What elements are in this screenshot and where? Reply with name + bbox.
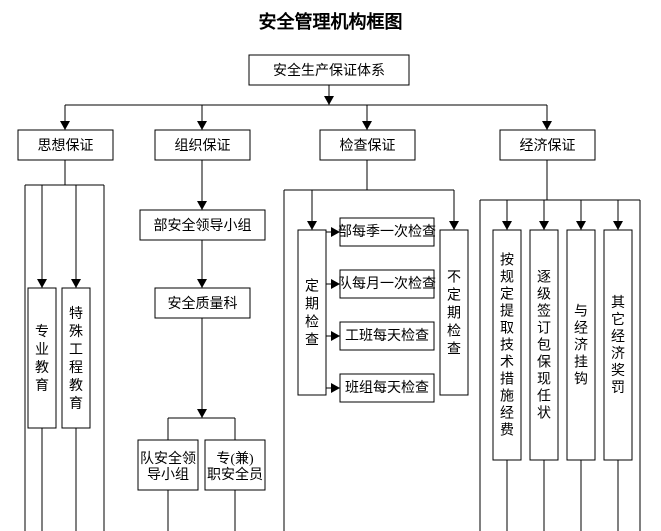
node-cat4: 经济保证 xyxy=(500,130,595,160)
svg-text:保: 保 xyxy=(537,355,551,371)
svg-text:挂: 挂 xyxy=(574,355,588,371)
svg-text:规: 规 xyxy=(500,270,514,286)
node-s1b: 特殊工程教育 xyxy=(62,288,90,428)
svg-text:查: 查 xyxy=(447,342,461,358)
svg-text:与: 与 xyxy=(574,304,588,320)
svg-text:不: 不 xyxy=(447,271,461,286)
svg-text:罚: 罚 xyxy=(611,381,625,396)
svg-text:技: 技 xyxy=(500,338,514,354)
svg-text:班组每天检查: 班组每天检查 xyxy=(345,380,429,396)
node-eco2: 逐级签订包保现任状 xyxy=(530,230,558,460)
node-s1a: 专业教育 xyxy=(28,288,56,428)
node-chk2: 队每月一次检查 xyxy=(338,270,436,298)
svg-text:济: 济 xyxy=(611,346,625,362)
svg-text:组织保证: 组织保证 xyxy=(175,138,231,154)
svg-text:定: 定 xyxy=(447,288,461,304)
svg-text:程: 程 xyxy=(69,360,83,376)
node-eco1: 按规定提取技术措施经费 xyxy=(493,230,521,460)
svg-text:经: 经 xyxy=(611,329,625,345)
svg-text:包: 包 xyxy=(537,338,551,354)
svg-text:职安全员: 职安全员 xyxy=(207,466,263,483)
svg-text:思想保证: 思想保证 xyxy=(38,138,94,154)
svg-text:术: 术 xyxy=(500,355,514,371)
node-chk1: 部每季一次检查 xyxy=(338,218,436,246)
node-chk3: 工班每天检查 xyxy=(340,322,434,350)
node-org3a: 队安全领导小组 xyxy=(138,440,198,490)
svg-text:安全生产保证体系: 安全生产保证体系 xyxy=(273,62,385,79)
svg-text:济: 济 xyxy=(574,338,588,354)
svg-text:业: 业 xyxy=(35,342,49,358)
svg-text:特: 特 xyxy=(69,306,83,322)
node-org1: 部安全领导小组 xyxy=(140,210,265,240)
svg-text:钩: 钩 xyxy=(574,372,588,388)
svg-text:专(兼): 专(兼) xyxy=(216,451,254,467)
svg-text:期: 期 xyxy=(447,306,461,322)
svg-text:级: 级 xyxy=(537,287,551,303)
svg-text:查: 查 xyxy=(305,333,319,349)
svg-text:经济保证: 经济保证 xyxy=(520,138,576,154)
svg-text:经: 经 xyxy=(574,321,588,337)
node-cat3: 检查保证 xyxy=(320,130,415,160)
svg-text:定: 定 xyxy=(500,287,514,303)
svg-text:专: 专 xyxy=(35,324,49,340)
svg-text:施: 施 xyxy=(500,389,514,405)
svg-text:它: 它 xyxy=(611,311,625,328)
svg-text:育: 育 xyxy=(35,378,49,394)
svg-text:其: 其 xyxy=(611,295,625,311)
svg-text:费: 费 xyxy=(500,423,514,439)
svg-text:现: 现 xyxy=(537,373,551,388)
svg-text:奖: 奖 xyxy=(611,362,625,379)
svg-text:期: 期 xyxy=(305,297,319,313)
node-eco4: 其它经济奖罚 xyxy=(604,230,632,460)
svg-text:工班每天检查: 工班每天检查 xyxy=(345,328,429,344)
svg-text:逐: 逐 xyxy=(537,270,551,286)
node-org2: 安全质量科 xyxy=(155,288,250,318)
node-chk_reg: 定期检查 xyxy=(298,230,326,395)
svg-text:队每月一次检查: 队每月一次检查 xyxy=(338,276,436,292)
svg-text:取: 取 xyxy=(500,322,514,337)
svg-text:签: 签 xyxy=(537,303,551,320)
svg-text:导小组: 导小组 xyxy=(147,467,189,483)
svg-text:教: 教 xyxy=(69,378,83,394)
svg-text:殊: 殊 xyxy=(69,324,83,340)
svg-text:检查保证: 检查保证 xyxy=(340,138,396,154)
svg-text:提: 提 xyxy=(500,304,514,320)
chart-title: 安全管理机构框图 xyxy=(259,11,403,32)
svg-text:教: 教 xyxy=(35,360,49,376)
svg-text:安全质量科: 安全质量科 xyxy=(168,295,238,312)
svg-text:经: 经 xyxy=(500,406,514,422)
svg-text:部安全领导小组: 部安全领导小组 xyxy=(154,217,252,234)
svg-text:部每季一次检查: 部每季一次检查 xyxy=(338,224,436,240)
node-chk4: 班组每天检查 xyxy=(340,374,434,402)
svg-text:任: 任 xyxy=(537,389,551,405)
svg-text:检: 检 xyxy=(305,315,319,331)
org-chart: 安全管理机构框图安全生产保证体系思想保证组织保证检查保证经济保证专业教育特殊工程… xyxy=(0,0,661,531)
svg-text:按: 按 xyxy=(500,253,514,269)
node-cat1: 思想保证 xyxy=(18,130,113,160)
svg-text:工: 工 xyxy=(69,343,83,358)
node-chk_irreg: 不定期检查 xyxy=(440,230,468,395)
svg-text:状: 状 xyxy=(537,406,551,422)
svg-text:育: 育 xyxy=(69,396,83,412)
svg-text:检: 检 xyxy=(447,324,461,340)
node-org3b: 专(兼)职安全员 xyxy=(205,440,265,490)
node-root: 安全生产保证体系 xyxy=(249,55,409,85)
node-cat2: 组织保证 xyxy=(155,130,250,160)
svg-text:订: 订 xyxy=(537,321,551,337)
node-eco3: 与经济挂钩 xyxy=(567,230,595,460)
svg-text:定: 定 xyxy=(305,279,319,295)
svg-text:措: 措 xyxy=(500,372,514,388)
svg-text:队安全领: 队安全领 xyxy=(140,450,196,467)
